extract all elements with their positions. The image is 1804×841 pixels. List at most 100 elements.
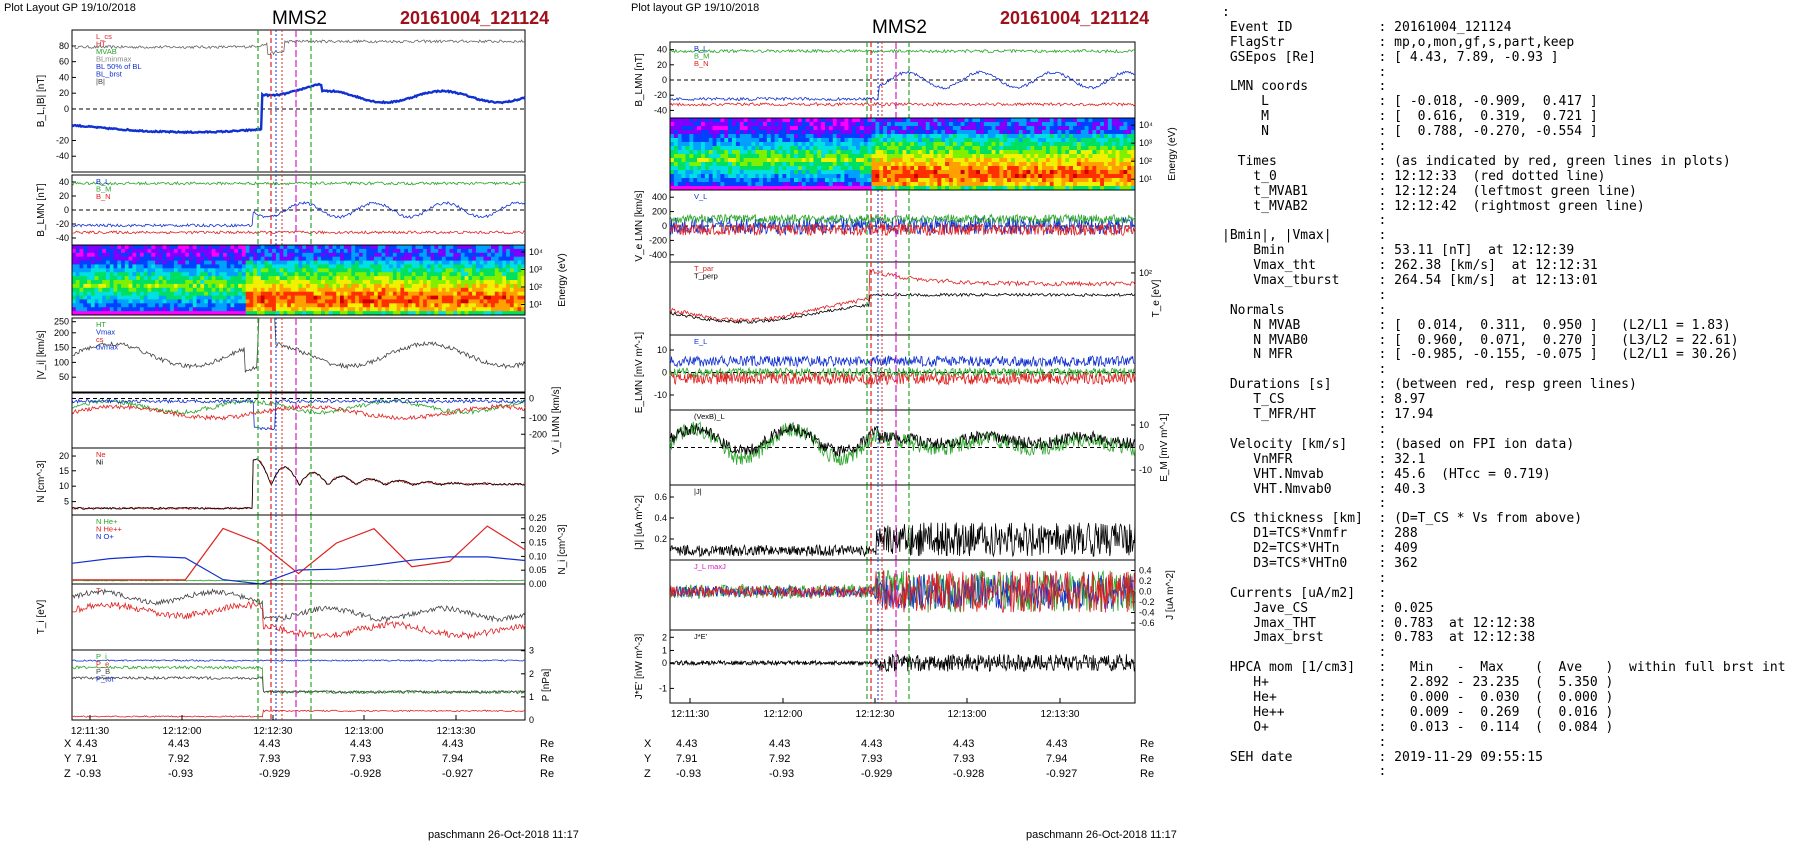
spectrogram-cell (283, 276, 288, 281)
spectrogram-cell (813, 182, 818, 187)
legend-entry: B_M (96, 185, 111, 194)
y-tick-label: -20 (56, 135, 69, 145)
spectrogram-cell (894, 134, 900, 139)
spectrogram-cell (257, 291, 262, 297)
spectrogram-cell (902, 126, 907, 131)
y-tick-label: 10 (657, 345, 667, 355)
spectrogram-cell (192, 272, 198, 277)
axis-label: T_i [eV] (36, 600, 47, 635)
spectrogram-cell (976, 178, 981, 183)
spectrogram-cell (102, 276, 107, 281)
spectrogram-cell (968, 178, 973, 183)
coord-value: 7.93 (953, 753, 975, 765)
info-line: VHT.Nmvab0 : 40.3 (1222, 481, 1426, 497)
spectrogram-cell (438, 248, 443, 254)
series-line (71, 398, 526, 416)
spectrogram-cell (162, 272, 167, 277)
spectrogram-cell (1069, 134, 1074, 139)
spectrogram-cell (708, 118, 714, 123)
spectrogram-cell (848, 162, 853, 167)
spectrogram-cell (832, 138, 838, 143)
spectrogram-cell (162, 268, 167, 273)
spectrogram-cell (264, 280, 269, 285)
spectrogram-cell (689, 118, 694, 123)
spectrogram-cell (704, 134, 710, 139)
spectrogram-cell (98, 252, 103, 258)
spectrogram-cell (389, 256, 394, 262)
spectrogram-cell (1111, 166, 1117, 171)
coord-value: -0.93 (769, 768, 795, 780)
spectrogram-cell (859, 134, 865, 139)
spectrogram-cell (438, 291, 443, 297)
spectrogram-cell (517, 264, 522, 269)
y-tick-label: 10³ (1139, 138, 1152, 148)
coord-value: 4.43 (769, 738, 791, 750)
spectrogram-cell (701, 158, 706, 163)
spectrogram-cell (483, 268, 488, 273)
series-line (669, 48, 1136, 54)
spectrogram-cell (813, 158, 818, 163)
spectrogram-cell (396, 283, 401, 289)
spectrogram-cell (995, 166, 1000, 171)
spectrogram-cell (1107, 166, 1113, 171)
spectrogram-cell (400, 291, 405, 297)
spectrogram-cell (517, 245, 522, 250)
spectrogram-cell (253, 283, 258, 289)
spectrogram-cell (856, 118, 861, 123)
spectrogram-cell (836, 134, 841, 139)
spectrogram-cell (400, 307, 405, 312)
spectrogram-cell (158, 276, 164, 281)
spectrogram-cell (472, 276, 477, 281)
spectrogram-cell (871, 162, 876, 167)
spectrogram-cell (358, 268, 364, 273)
spectrogram-cell (918, 174, 923, 179)
panel-frame (669, 261, 1136, 336)
spectrogram-cell (964, 134, 969, 139)
spectrogram-cell (1076, 174, 1082, 179)
spectrogram-cell (298, 307, 303, 312)
spectrogram-cell (1073, 186, 1078, 191)
spectrogram-cell (1104, 134, 1109, 139)
info-line: L : [ -0.018, -0.909, 0.417 ] (1222, 94, 1598, 110)
spectrogram-cell (90, 287, 96, 293)
spectrogram-cell (268, 276, 273, 281)
spectrogram-cell (1088, 142, 1093, 147)
spectrogram-cell (778, 118, 783, 123)
spectrogram-cell (1123, 150, 1128, 155)
spectrogram-cell (479, 260, 484, 265)
spectrogram-cell (468, 303, 473, 308)
spectrogram-cell (404, 287, 409, 293)
y-tick-label: 20 (59, 88, 69, 98)
coord-value: 4.43 (76, 738, 98, 750)
spectrogram-cell (836, 138, 841, 143)
spectrogram-cell (1084, 138, 1089, 143)
spectrogram-cell (844, 150, 849, 155)
spectrogram-cell (223, 245, 228, 250)
spectrogram-cell (124, 287, 130, 293)
spectrogram-cell (809, 170, 814, 175)
spectrogram-cell (832, 162, 838, 167)
y-tick-label: 0.2 (1139, 576, 1152, 586)
spectrogram-cell (879, 178, 884, 183)
spectrogram-cell (226, 283, 232, 289)
spectrogram-cell (1038, 146, 1043, 151)
spectrogram-cell (411, 307, 417, 312)
spectrogram-cell (867, 162, 872, 167)
spectrogram-cell (317, 287, 322, 293)
spectrogram-cell (234, 295, 239, 300)
spectrogram-cell (724, 158, 729, 163)
spectrogram-cell (1069, 166, 1074, 171)
spectrogram-cell (929, 186, 934, 191)
spectrogram-cell (392, 287, 398, 293)
spectrogram-cell (755, 154, 760, 159)
spectrogram-cell (945, 154, 950, 159)
spectrogram-cell (460, 252, 466, 258)
spectrogram-cell (1042, 170, 1047, 175)
spectrogram-cell (498, 295, 503, 300)
spectrogram-cell (960, 134, 965, 139)
spectrogram-cell (999, 146, 1004, 151)
spectrogram-cell (264, 291, 269, 297)
spectrogram-cell (147, 268, 152, 273)
spectrogram-cell (166, 311, 171, 316)
spectrogram-cell (960, 178, 965, 183)
